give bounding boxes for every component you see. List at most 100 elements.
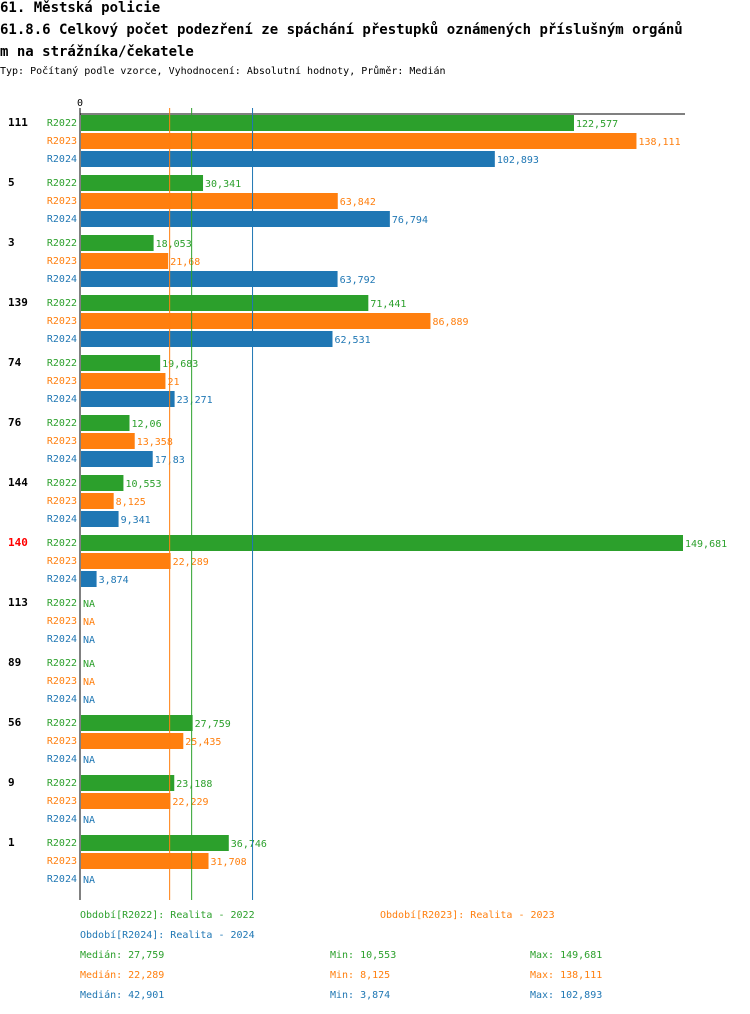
data-label: NA — [83, 617, 95, 628]
bar — [81, 571, 97, 587]
series-label: R2024 — [47, 274, 77, 285]
series-label: R2023 — [47, 376, 77, 387]
bar — [81, 133, 637, 149]
series-label: R2024 — [47, 754, 77, 765]
series-label: R2024 — [47, 334, 77, 345]
data-label: NA — [83, 755, 95, 766]
bar — [81, 355, 161, 371]
bar — [81, 733, 184, 749]
data-label: 9,341 — [121, 515, 151, 526]
series-label: R2022 — [47, 658, 77, 669]
data-label: 23,271 — [177, 395, 213, 406]
series-label: R2022 — [47, 598, 77, 609]
data-label: 30,341 — [205, 179, 241, 190]
stat-median-r2024: Medián: 42,901 — [80, 990, 165, 1001]
data-label: NA — [83, 695, 95, 706]
category-label: 89 — [8, 656, 21, 669]
series-label: R2024 — [47, 514, 77, 525]
stat-min-r2023: Min: 8,125 — [330, 970, 391, 981]
series-label: R2024 — [47, 154, 77, 165]
bar — [81, 553, 171, 569]
legend-r2023: Období[R2023]: Realita - 2023 — [380, 910, 555, 921]
category-label: 9 — [8, 776, 15, 789]
bar — [81, 535, 683, 551]
data-label: 21 — [167, 377, 179, 388]
bar-chart: 0 111 R2022 122,577 R2023 138,111 R2024 102,893… — [8, 98, 727, 900]
series-label: R2023 — [47, 796, 77, 807]
series-label: R2022 — [47, 538, 77, 549]
series-label: R2023 — [47, 496, 77, 507]
data-label: 62,531 — [334, 335, 370, 346]
bar — [81, 235, 154, 251]
series-label: R2024 — [47, 694, 77, 705]
series-label: R2023 — [47, 676, 77, 687]
data-label: 31,708 — [211, 857, 247, 868]
data-label: 22,229 — [172, 797, 208, 808]
data-label: 138,111 — [638, 137, 680, 148]
bar — [81, 433, 135, 449]
bar — [81, 151, 495, 167]
series-label: R2022 — [47, 118, 77, 129]
bar — [81, 775, 175, 791]
series-label: R2024 — [47, 394, 77, 405]
data-label: 8,125 — [116, 497, 146, 508]
data-label: NA — [83, 677, 95, 688]
bar — [81, 193, 338, 209]
data-label: 149,681 — [685, 539, 727, 550]
data-label: 36,746 — [231, 839, 267, 850]
data-label: 63,792 — [340, 275, 376, 286]
data-label: 22,289 — [173, 557, 209, 568]
series-label: R2024 — [47, 454, 77, 465]
series-label: R2023 — [47, 316, 77, 327]
series-label: R2022 — [47, 238, 77, 249]
data-label: 10,553 — [125, 479, 161, 490]
series-label: R2023 — [47, 736, 77, 747]
chart-subtitle: Typ: Počítaný podle vzorce, Vyhodnocení:… — [0, 66, 446, 77]
data-label: 63,842 — [340, 197, 376, 208]
series-label: R2024 — [47, 814, 77, 825]
chart-section-title: 61. Městská policie — [0, 0, 161, 16]
stat-median-r2022: Medián: 27,759 — [80, 950, 165, 961]
series-label: R2022 — [47, 298, 77, 309]
data-label: 122,577 — [576, 119, 618, 130]
legend-r2024: Období[R2024]: Realita - 2024 — [80, 930, 255, 941]
data-label: 27,759 — [195, 719, 231, 730]
category-label: 74 — [8, 356, 22, 369]
bar — [81, 475, 124, 491]
stat-min-r2024: Min: 3,874 — [330, 990, 391, 1001]
series-label: R2023 — [47, 616, 77, 627]
category-label: 144 — [8, 476, 28, 489]
bar — [81, 793, 171, 809]
series-label: R2024 — [47, 574, 77, 585]
series-label: R2023 — [47, 556, 77, 567]
series-label: R2023 — [47, 436, 77, 447]
data-label: NA — [83, 815, 95, 826]
bar — [81, 211, 390, 227]
bar — [81, 175, 204, 191]
bar — [81, 415, 130, 431]
data-label: 21,68 — [170, 257, 200, 268]
data-label: 102,893 — [497, 155, 539, 166]
data-label: 76,794 — [392, 215, 428, 226]
data-label: 25,435 — [185, 737, 221, 748]
data-label: 3,874 — [99, 575, 129, 586]
bar — [81, 271, 338, 287]
bar — [81, 253, 169, 269]
data-label: NA — [83, 875, 95, 886]
bar — [81, 373, 166, 389]
bar — [81, 115, 574, 131]
bar — [81, 715, 193, 731]
data-label: 12,06 — [132, 419, 162, 430]
series-label: R2022 — [47, 478, 77, 489]
category-label: 76 — [8, 416, 22, 429]
data-label: 18,053 — [156, 239, 192, 250]
category-label: 140 — [8, 536, 28, 549]
series-label: R2024 — [47, 634, 77, 645]
stat-max-r2022: Max: 149,681 — [530, 950, 603, 961]
series-label: R2022 — [47, 778, 77, 789]
bar — [81, 391, 175, 407]
category-label: 139 — [8, 296, 28, 309]
data-label: 71,441 — [370, 299, 406, 310]
category-label: 1 — [8, 836, 15, 849]
series-label: R2024 — [47, 214, 77, 225]
